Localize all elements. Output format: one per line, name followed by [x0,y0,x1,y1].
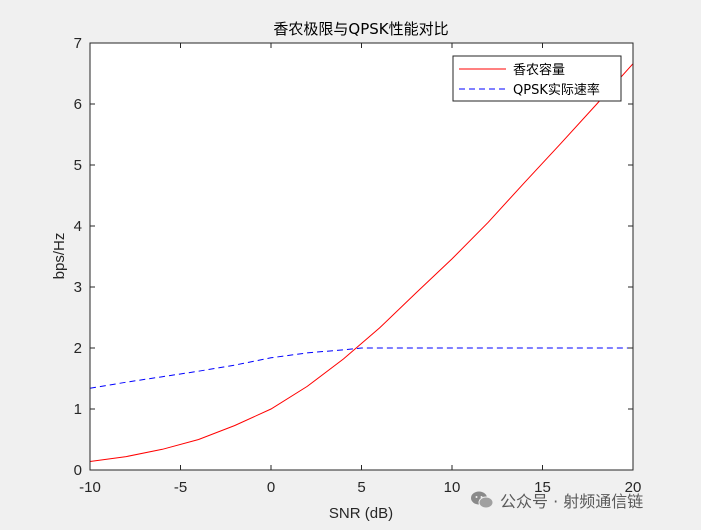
y-tick-label: 3 [74,279,82,296]
x-tick-label: -5 [174,479,187,496]
legend-box [452,55,622,102]
y-tick-label: 6 [74,96,82,113]
series-line-1 [89,63,634,462]
x-tick-label: 0 [267,479,275,496]
series-line-2 [89,347,633,389]
plot-area [90,43,633,470]
x-tick-label: -10 [79,479,101,496]
y-tick-label: 2 [74,340,82,357]
x-tick-label: 5 [357,479,365,496]
y-tick-label: 7 [74,35,82,52]
wechat-icon [471,491,494,509]
x-tick-label: 20 [625,479,642,496]
legend-label-series-1: 香农容量 [513,62,565,78]
y-axis-label: bps/Hz [51,233,68,280]
y-tick-label: 5 [74,157,82,174]
watermark-text: 公众号 · 射频通信链 [500,492,644,511]
x-tick-label: 15 [534,479,551,496]
legend-label-series-2: QPSK实际速率 [513,82,600,98]
watermark: 公众号 · 射频通信链 [470,487,643,513]
x-axis-label: SNR (dB) [329,505,393,522]
y-tick-label: 4 [74,218,82,235]
x-tick-label: 10 [444,479,461,496]
y-tick-label: 1 [74,401,82,418]
chart-title: 香农极限与QPSK性能对比 [273,20,448,38]
legend: 香农容量 QPSK实际速率 [452,55,622,102]
y-tick-label: 0 [74,462,82,479]
